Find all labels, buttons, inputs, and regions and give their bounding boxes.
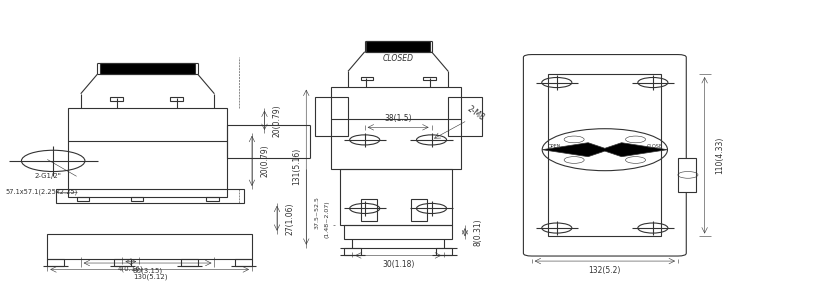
Bar <box>76 197 89 201</box>
Bar <box>411 199 427 221</box>
Text: 27(1.06): 27(1.06) <box>286 202 294 235</box>
Bar <box>206 197 219 201</box>
Text: 30(1.18): 30(1.18) <box>382 260 414 269</box>
Text: 2-M8: 2-M8 <box>465 104 485 123</box>
Bar <box>47 234 252 259</box>
Bar <box>235 259 252 266</box>
Text: 4(0.16): 4(0.16) <box>118 266 143 272</box>
Bar <box>548 74 661 236</box>
Text: 8(0.31): 8(0.31) <box>473 218 483 246</box>
Text: CLOSED: CLOSED <box>383 54 414 63</box>
FancyBboxPatch shape <box>524 55 686 256</box>
Text: 2-G1/2": 2-G1/2" <box>35 173 62 179</box>
Text: (1.48~2.07): (1.48~2.07) <box>324 201 329 239</box>
Bar <box>47 259 64 266</box>
Bar <box>678 158 696 192</box>
Bar <box>114 259 131 266</box>
Polygon shape <box>366 40 430 52</box>
Text: OPEN: OPEN <box>548 144 561 149</box>
Bar <box>110 97 123 101</box>
Bar <box>423 77 436 80</box>
Text: 110(4.33): 110(4.33) <box>716 137 725 174</box>
Text: 20(0.79): 20(0.79) <box>273 104 282 137</box>
Bar <box>68 108 227 197</box>
Text: 80(3.15): 80(3.15) <box>132 267 163 274</box>
Polygon shape <box>542 143 668 157</box>
Polygon shape <box>100 63 195 74</box>
Bar <box>448 97 482 136</box>
Text: 38(1.5): 38(1.5) <box>385 114 412 123</box>
Bar <box>314 97 348 136</box>
Bar <box>170 97 184 101</box>
Bar <box>331 87 461 169</box>
Text: CLOSE: CLOSE <box>647 144 663 149</box>
Bar <box>339 169 453 225</box>
Text: 57.1x57.1(2.25x2.25): 57.1x57.1(2.25x2.25) <box>6 188 78 195</box>
Text: 132(5.2): 132(5.2) <box>588 266 621 275</box>
Bar <box>55 189 244 203</box>
Text: 130(5.12): 130(5.12) <box>132 273 168 280</box>
Bar <box>181 259 198 266</box>
Bar <box>131 197 143 201</box>
Bar <box>344 225 453 239</box>
Bar <box>360 199 377 221</box>
Bar <box>360 77 373 80</box>
Text: 20(0.79): 20(0.79) <box>261 145 269 177</box>
Text: 37.5~52.5: 37.5~52.5 <box>314 196 319 229</box>
Bar <box>436 248 453 255</box>
Text: 131(5.16): 131(5.16) <box>292 148 301 185</box>
Bar <box>344 248 360 255</box>
